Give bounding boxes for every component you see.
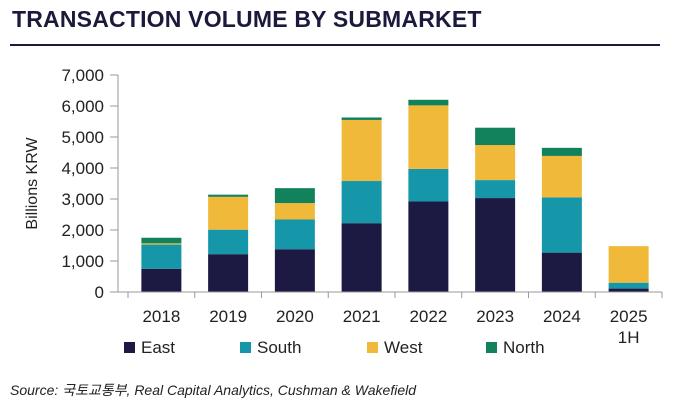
bars xyxy=(141,99,649,292)
legend-label-south: South xyxy=(257,338,301,357)
y-tick-label: 2,000 xyxy=(61,221,104,240)
x-tick-label: 2025 xyxy=(610,307,648,326)
legend-label-north: North xyxy=(503,338,545,357)
bar-segment-north xyxy=(208,194,249,197)
bar-segment-east xyxy=(541,252,582,292)
x-tick-label: 2022 xyxy=(409,307,447,326)
bar-segment-east xyxy=(141,268,182,292)
y-axis-label-group: Billions KRW xyxy=(24,137,41,230)
bar-segment-north xyxy=(475,127,516,146)
legend-swatch-west xyxy=(367,342,378,353)
y-axis-label: Billions KRW xyxy=(24,137,41,230)
bar-segment-north xyxy=(274,188,315,204)
bar-segment-west xyxy=(608,246,649,283)
bar-segment-south xyxy=(141,244,182,269)
legend-swatch-east xyxy=(124,342,135,353)
x-tick-label: 2020 xyxy=(276,307,314,326)
bar-segment-east xyxy=(341,223,382,292)
bar-segment-north xyxy=(141,237,182,244)
legend-swatch-south xyxy=(240,342,251,353)
x-tick-label: 2021 xyxy=(343,307,381,326)
x-tick-label: 2018 xyxy=(142,307,180,326)
x-tick-label: 2024 xyxy=(543,307,581,326)
axes xyxy=(117,75,662,293)
bar-segment-west xyxy=(141,243,182,245)
bar-segment-south xyxy=(541,197,582,253)
bar-segment-south xyxy=(274,219,315,250)
bar-segment-west xyxy=(274,203,315,220)
stacked-bar-chart: Billions KRW 0 1,000 2,000 3,000 4,000 5,000 6… xyxy=(24,66,663,357)
x-tick-label: 2023 xyxy=(476,307,514,326)
bar-segment-north xyxy=(408,99,449,106)
y-tick-label: 5,000 xyxy=(61,128,104,147)
bar-segment-east xyxy=(475,198,516,292)
x-tick-label: 2019 xyxy=(209,307,247,326)
y-tick-label: 3,000 xyxy=(61,190,104,209)
legend-swatch-north xyxy=(486,342,497,353)
legend: East South West North xyxy=(124,338,545,357)
y-tick-label: 6,000 xyxy=(61,97,104,116)
legend-label-east: East xyxy=(141,338,175,357)
bar-segment-south xyxy=(608,282,649,289)
bar-segment-east xyxy=(408,201,449,292)
bar-segment-east xyxy=(274,249,315,292)
bar-segment-north xyxy=(541,147,582,156)
bar-segment-south xyxy=(208,229,249,255)
y-tick-label: 0 xyxy=(95,283,104,302)
bar-segment-east xyxy=(608,288,649,292)
legend-label-west: West xyxy=(384,338,423,357)
y-tick-label: 4,000 xyxy=(61,159,104,178)
title-divider xyxy=(10,44,660,46)
bar-segment-south xyxy=(408,168,449,202)
x-tick-label: 1H xyxy=(618,328,640,347)
bar-segment-east xyxy=(208,254,249,292)
bar-segment-west xyxy=(541,155,582,198)
y-tick-label: 7,000 xyxy=(61,66,104,85)
y-tick-label: 1,000 xyxy=(61,252,104,271)
bar-segment-south xyxy=(341,181,382,224)
bar-segment-west xyxy=(475,145,516,181)
source-note: Source: 국토교통부, Real Capital Analytics, C… xyxy=(10,382,416,398)
y-axis-ticks: 0 1,000 2,000 3,000 4,000 5,000 6,000 7,000 xyxy=(61,66,118,302)
bar-segment-west xyxy=(208,196,249,230)
bar-segment-west xyxy=(341,119,382,182)
bar-segment-south xyxy=(475,180,516,199)
chart-title: TRANSACTION VOLUME BY SUBMARKET xyxy=(12,6,482,32)
x-axis-ticks: 2018 2019 2020 2021 2022 2023 2024 2025 1H xyxy=(127,292,663,347)
bar-segment-west xyxy=(408,105,449,169)
bar-segment-north xyxy=(341,117,382,120)
